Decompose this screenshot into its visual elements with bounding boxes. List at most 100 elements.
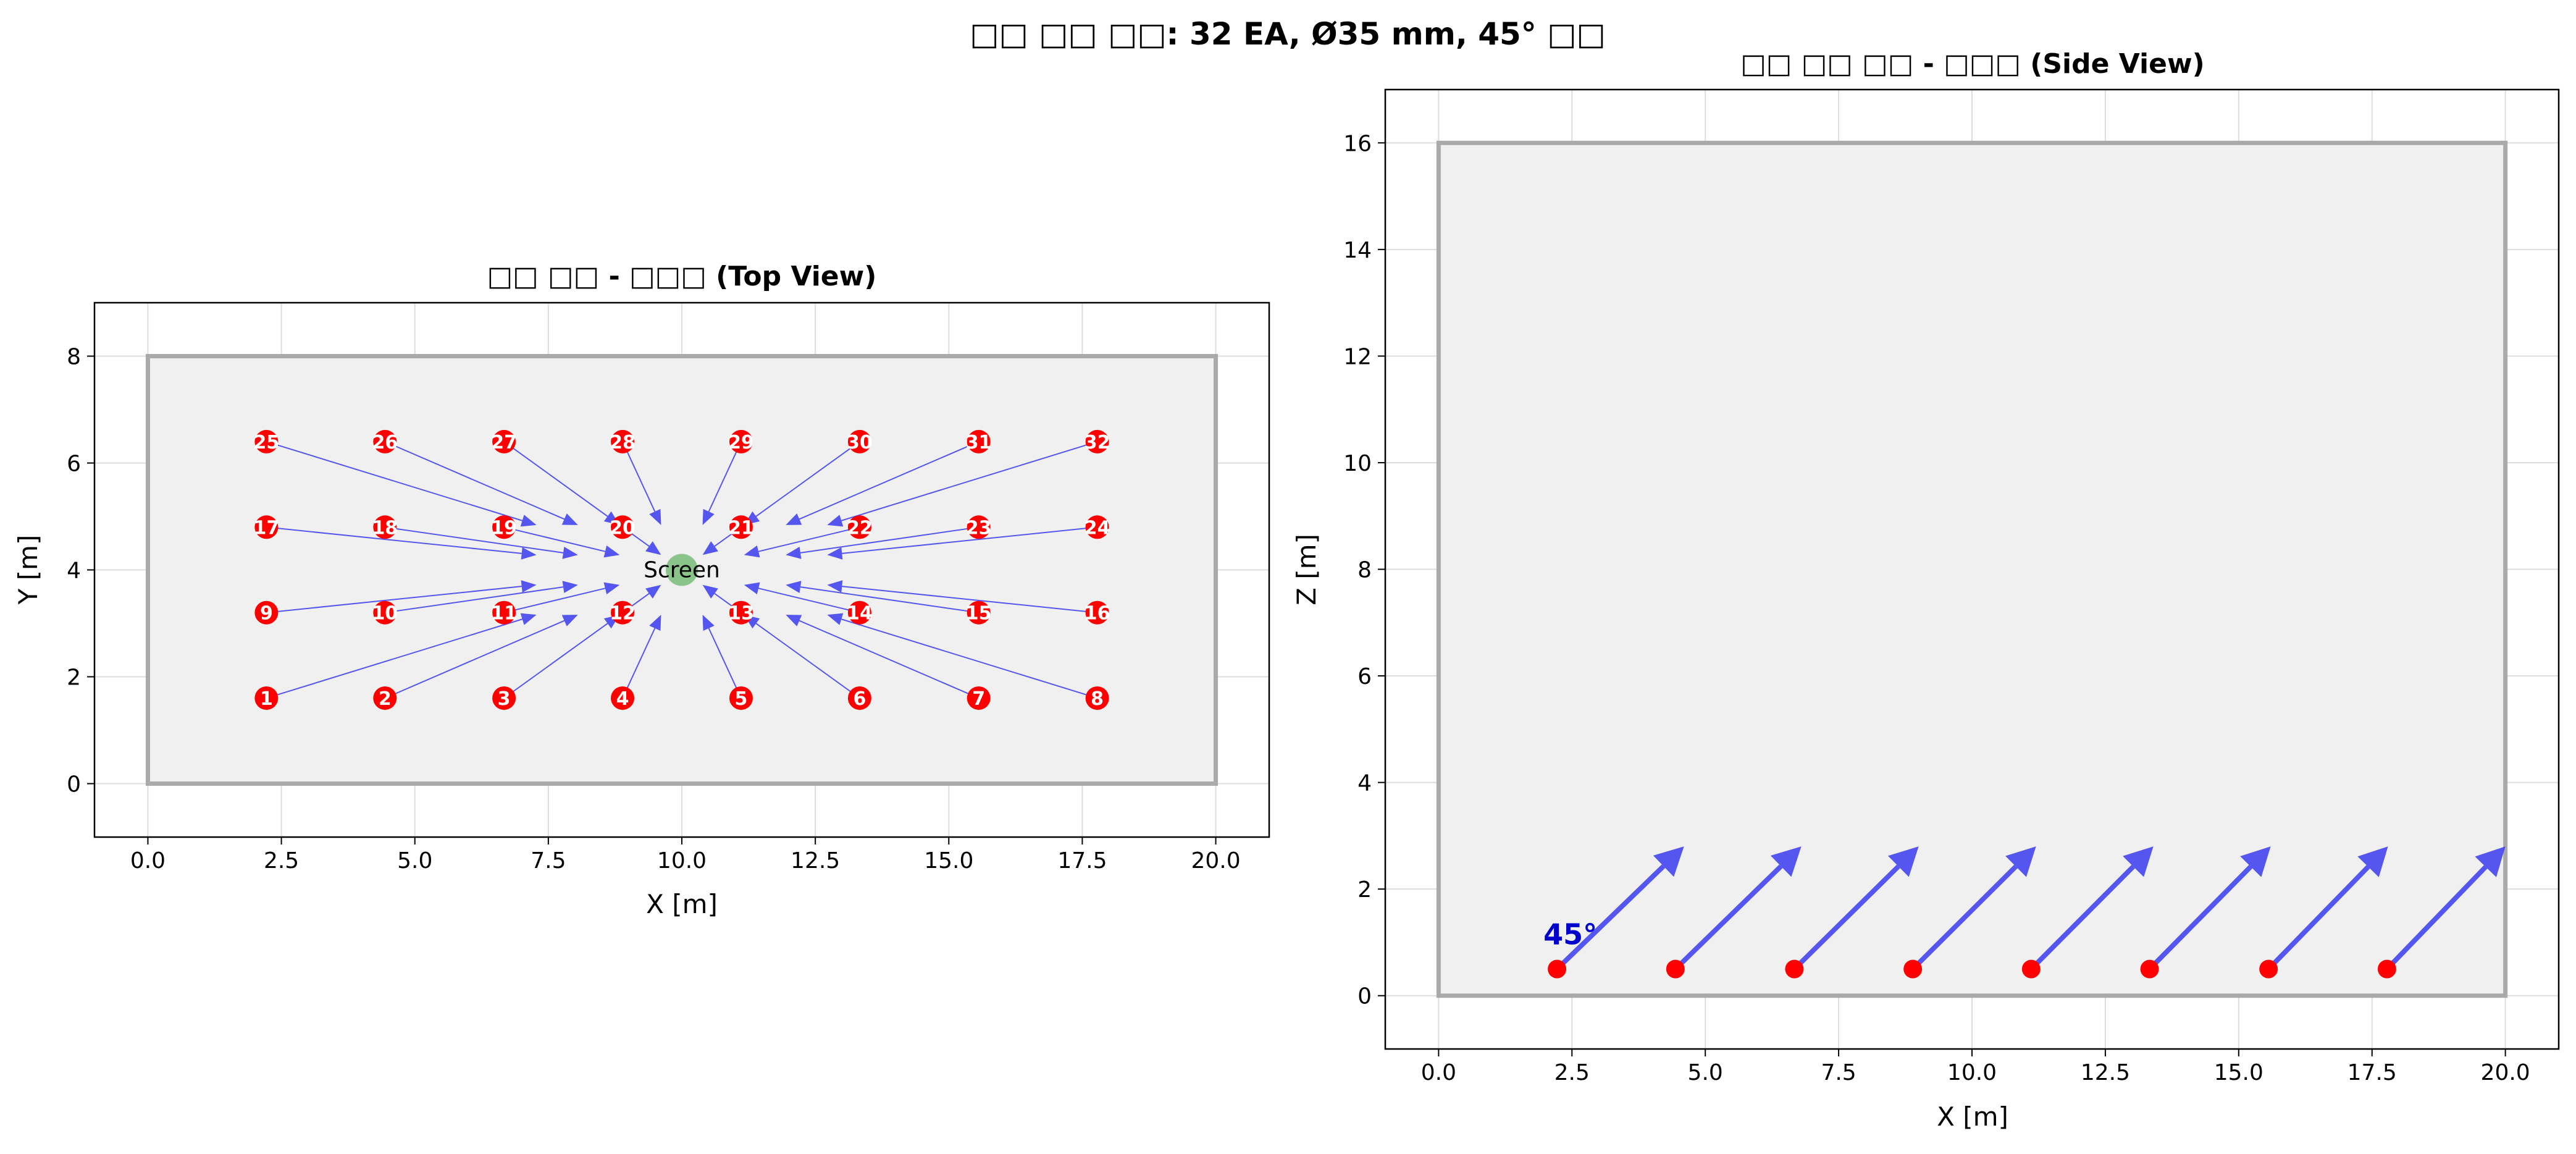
top-view-aim-arrow-11-head — [603, 582, 620, 595]
top-view-xlabel: X [m] — [646, 889, 718, 919]
side-view-xtick-label: 5.0 — [1688, 1060, 1723, 1085]
top-view-aim-arrow-18-shaft — [385, 526, 564, 554]
side-view-panel: 0.0 2.5 5.0 7.5 10.0 12.5 15.0 17.5 20.0 0 2 4 6 8 10 1… — [1291, 48, 2560, 1132]
top-view-aim-arrow-26-shaft — [384, 440, 565, 520]
top-view-ytick-label: 6 — [67, 452, 81, 477]
side-view-nozzle-1 — [1548, 959, 1567, 979]
side-view-jet-arrow-7 — [2267, 846, 2388, 971]
side-view-xtick-label: 10.0 — [1947, 1060, 1997, 1085]
top-view-xtick-label: 7.5 — [531, 848, 566, 874]
side-view-jet-arrow-2 — [1674, 846, 1802, 971]
top-view-aim-arrow-18 — [385, 526, 578, 559]
nozzle-label-2: 2 — [379, 688, 392, 710]
side-view-jet-arrow-8-shaft — [2385, 865, 2488, 971]
top-view-aim-arrow-19-head — [603, 545, 620, 558]
nozzle-label-15: 15 — [966, 603, 992, 625]
nozzle-point-26 — [373, 429, 397, 453]
top-view-aim-arrow-32-shaft — [841, 440, 1097, 521]
nozzle-point-2 — [373, 686, 397, 710]
nozzle-label-12: 12 — [610, 603, 636, 625]
side-view-jet-arrow-5-shaft — [2029, 864, 2135, 971]
nozzle-label-20: 20 — [610, 517, 636, 539]
side-view-jet-arrow-5 — [2029, 846, 2154, 971]
top-view-aim-arrow-16-shaft — [842, 586, 1097, 613]
top-view-xtick-label: 2.5 — [264, 848, 299, 874]
nozzle-label-30: 30 — [847, 432, 873, 453]
top-view-aim-arrow-11 — [503, 582, 620, 613]
nozzle-label-4: 4 — [616, 688, 629, 710]
figure-suptitle: □□ □□ □□: 32 EA, Ø35 mm, 45° □□ — [970, 16, 1605, 52]
side-view-ytick-label: 10 — [1343, 451, 1372, 476]
top-view-aim-arrow-26-head — [561, 513, 578, 525]
side-view-nozzle-2 — [1666, 959, 1685, 979]
top-view-aim-arrow-6-shaft — [755, 623, 860, 699]
nozzle-label-14: 14 — [847, 603, 873, 625]
top-view-ytick-label: 8 — [67, 345, 81, 370]
nozzle-point-30 — [847, 429, 871, 453]
nozzle-point-25 — [254, 429, 279, 453]
top-view-ytick-label: 4 — [67, 558, 81, 584]
nozzle-label-23: 23 — [966, 517, 992, 539]
screen-marker — [666, 554, 698, 586]
top-view-panel: 0.0 2.5 5.0 7.5 10.0 12.5 15.0 17.5 20.002468Scr… — [13, 261, 1270, 919]
top-view-aim-arrow-9 — [266, 580, 537, 613]
top-view-aim-arrow-28 — [622, 441, 661, 525]
top-view-aim-arrow-31-shaft — [799, 440, 980, 520]
side-view-jet-arrow-8 — [2385, 846, 2506, 971]
nozzle-label-19: 19 — [491, 517, 517, 539]
side-view-xtick-label: 12.5 — [2081, 1060, 2130, 1085]
side-view-jet-arrow-8-head — [2475, 846, 2506, 877]
side-view-jet-arrow-4-head — [2005, 846, 2036, 877]
side-view-marks: 45° — [1543, 846, 2506, 979]
top-view-title: □□ □□ - □□□ (Top View) — [487, 261, 877, 292]
nozzle-label-7: 7 — [972, 688, 985, 710]
screen-label: Screen — [644, 558, 720, 583]
side-view-ytick-label: 12 — [1343, 344, 1372, 369]
top-view-aim-arrow-25 — [266, 440, 537, 527]
top-view-aim-arrow-9-shaft — [266, 586, 522, 613]
top-view-aim-arrow-3-shaft — [503, 623, 608, 699]
side-view-nozzle-3 — [1785, 959, 1804, 979]
side-view-ytick-label: 0 — [1357, 984, 1372, 1009]
top-view-aim-arrow-2-shaft — [384, 620, 565, 699]
nozzle-point-10 — [373, 600, 397, 625]
top-view-aim-arrow-28-head — [649, 508, 661, 525]
nozzle-point-20 — [611, 515, 635, 539]
top-view-aim-arrow-16 — [827, 580, 1097, 613]
top-view-aim-arrow-17-head — [521, 547, 537, 560]
top-view-xtick-label: 10.0 — [657, 848, 707, 874]
top-view-aim-arrow-11-shaft — [503, 588, 606, 613]
top-view-aim-arrow-20-head — [645, 541, 661, 555]
top-view-aim-arrow-7-shaft — [799, 620, 980, 699]
top-view-plot: 0.0 2.5 5.0 7.5 10.0 12.5 15.0 17.5 20.002468Scr… — [67, 301, 1270, 874]
top-view-aim-arrow-29 — [702, 441, 742, 525]
top-view-aim-arrow-21-head — [702, 541, 718, 555]
nozzle-label-3: 3 — [498, 688, 511, 710]
side-view-ytick-label: 8 — [1357, 558, 1372, 583]
side-view-nozzle-5 — [2021, 959, 2041, 979]
top-view-aim-arrow-30-shaft — [755, 441, 860, 517]
nozzle-point-13 — [729, 600, 753, 625]
top-view-aim-arrow-8 — [827, 613, 1097, 699]
side-view-jet-arrow-4-shaft — [1911, 864, 2018, 971]
side-view-xtick-label: 7.5 — [1821, 1060, 1856, 1085]
side-view-jet-arrow-4 — [1911, 846, 2036, 971]
nozzle-point-11 — [492, 600, 516, 625]
nozzle-point-12 — [611, 600, 635, 625]
nozzle-label-28: 28 — [610, 432, 636, 453]
nozzle-point-31 — [967, 429, 991, 453]
side-view-jet-arrow-3-shaft — [1792, 864, 1900, 971]
nozzle-label-24: 24 — [1085, 517, 1110, 539]
nozzle-label-1: 1 — [260, 688, 273, 710]
top-view-aim-arrow-26 — [384, 440, 578, 525]
side-view-plot: 0.0 2.5 5.0 7.5 10.0 12.5 15.0 17.5 20.0 0 2 4 6 8 10 1… — [1343, 88, 2560, 1085]
top-view-aim-arrow-5 — [702, 615, 742, 699]
top-view-aim-arrow-5-head — [702, 615, 715, 631]
nozzle-label-16: 16 — [1085, 603, 1110, 625]
nozzle-point-19 — [492, 515, 516, 539]
side-view-ytick-label: 2 — [1357, 877, 1372, 903]
top-view-aim-arrow-31 — [786, 440, 980, 525]
top-view-aim-arrow-2-head — [561, 615, 578, 626]
top-view-xtick-label: 12.5 — [791, 848, 840, 874]
nozzle-point-6 — [847, 686, 871, 710]
